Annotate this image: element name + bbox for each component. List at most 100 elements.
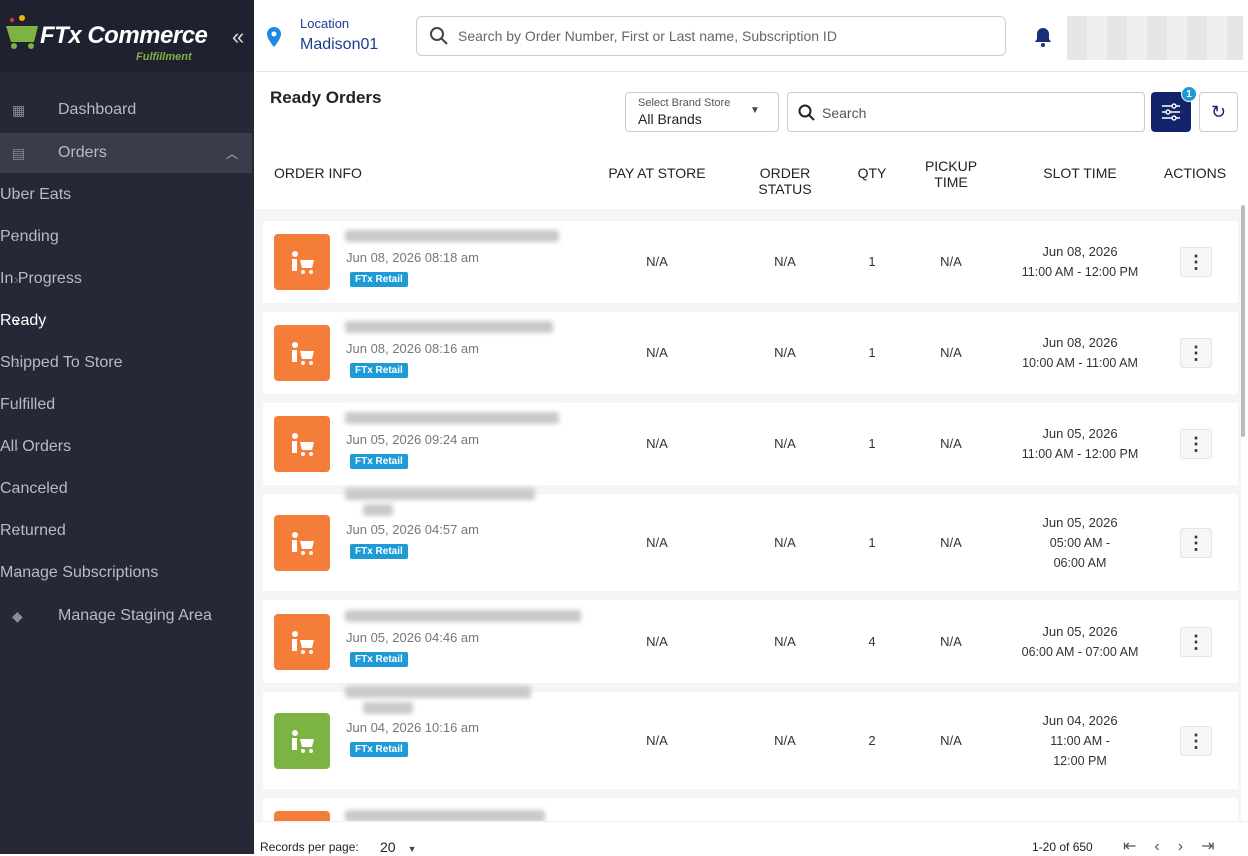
order-search[interactable]: Search <box>787 92 1145 132</box>
sub-nav-label: Uber Eats <box>0 186 72 203</box>
order-name-blurred <box>345 412 559 424</box>
slot-date: Jun 04, 2026 <box>1042 712 1118 728</box>
global-search[interactable]: Search by Order Number, First or Last na… <box>416 16 1006 56</box>
table-row[interactable]: Jun 05, 2026 09:24 am FTx Retail N/A N/A 1 N/… <box>263 403 1238 485</box>
actions-button[interactable]: ⋮ <box>1180 429 1212 459</box>
channel-tag: FTx Retail <box>350 363 408 378</box>
cell-pickup: N/A <box>940 633 962 649</box>
order-date: Jun 04, 2026 10:16 am <box>346 719 479 735</box>
channel-tag: FTx Retail <box>350 741 408 757</box>
logo: FTx Commerce Fulfillment « <box>0 0 254 72</box>
table-row[interactable]: Jun 05, 2026 04:57 am FTx Retail N/A N/A 1 N/… <box>263 487 1238 591</box>
order-name-blurred <box>345 609 581 622</box>
per-page-value: 20 <box>380 839 396 855</box>
nav-item[interactable]: ▤ Orders ︿ <box>0 133 252 173</box>
table-row[interactable]: Jun 04, 2026 10:16 am FTx Retail N/A N/A 2 N/… <box>263 685 1238 789</box>
slot-time: 11:00 AM - 12:00 PM <box>1021 265 1139 279</box>
sub-nav-item[interactable]: › Ready <box>0 301 252 341</box>
scrollbar <box>1241 205 1245 437</box>
filter-icon <box>1162 103 1180 121</box>
order-name-blurred <box>345 321 553 333</box>
slot-time: 05:00 AM - 06:00 AM <box>1049 535 1111 570</box>
order-name-blurred <box>363 503 393 516</box>
cell-qty: 4 <box>868 633 876 649</box>
location-icon <box>267 27 281 47</box>
slot-date: Jun 05, 2026 <box>1042 426 1118 441</box>
actions-button[interactable]: ⋮ <box>1180 527 1212 558</box>
brand-select[interactable]: Select Brand Store All Brands ▼ <box>625 92 779 132</box>
cell-pay: N/A <box>646 534 668 550</box>
location-label: Location <box>300 16 350 31</box>
order-icon <box>274 325 330 381</box>
cell-qty: 1 <box>868 254 876 269</box>
search-icon <box>430 27 448 45</box>
cell-pickup: N/A <box>940 436 962 451</box>
slot-time: 11:00 AM - 12:00 PM <box>1050 733 1110 768</box>
sub-nav-item[interactable]: › Returned <box>0 511 252 551</box>
sub-nav-item[interactable]: › Canceled <box>0 469 252 509</box>
cell-pay: N/A <box>646 436 668 451</box>
sub-nav-item[interactable]: › Uber Eats <box>0 175 252 215</box>
actions-button[interactable]: ⋮ <box>1180 626 1212 657</box>
order-icon <box>274 234 330 290</box>
sub-nav-label: Fulfilled <box>0 396 56 413</box>
cell-status: N/A <box>774 534 796 550</box>
sub-nav-item[interactable]: › Shipped To Store <box>0 343 252 383</box>
notification-bell[interactable] <box>1033 26 1053 48</box>
per-page-select[interactable]: 20 ▼ <box>380 839 417 855</box>
cell-status: N/A <box>774 254 796 269</box>
user-avatar-blurred[interactable] <box>1067 16 1243 60</box>
sub-nav-item[interactable]: › Manage Subscriptions <box>0 553 252 593</box>
order-date: Jun 08, 2026 08:18 am <box>346 250 479 265</box>
channel-tag: FTx Retail <box>350 543 408 559</box>
chevron: › <box>14 439 19 455</box>
dropdown-arrow: ▼ <box>750 105 760 116</box>
order-date: Jun 05, 2026 04:57 am <box>346 521 479 537</box>
page-controls[interactable]: ⇤‹›⇥ <box>1123 838 1233 855</box>
sub-nav-item[interactable]: › Pending <box>0 217 252 257</box>
actions-button[interactable]: ⋮ <box>1180 338 1212 368</box>
chevron: › <box>14 523 19 539</box>
cell-qty: 2 <box>868 732 876 748</box>
filter-button[interactable]: 1 <box>1151 86 1197 132</box>
cell-status: N/A <box>774 732 796 748</box>
order-name-blurred <box>363 701 413 714</box>
sub-nav-label: Returned <box>0 522 66 539</box>
search-placeholder: Search by Order Number, First or Last na… <box>458 28 837 44</box>
per-page-label: Records per page: <box>260 840 359 854</box>
pagination: Records per page: 20 ▼ 1-20 of 650 ⇤‹›⇥ <box>255 821 1248 855</box>
collapse-button[interactable]: « <box>232 24 245 49</box>
order-icon <box>274 416 330 472</box>
filter-badge: 1 <box>1181 86 1197 102</box>
cell-pay: N/A <box>646 732 668 748</box>
table-row-partial <box>263 798 1238 822</box>
nav-item[interactable]: ▦ Dashboard <box>12 101 137 118</box>
table-row[interactable]: Jun 05, 2026 04:46 am FTx Retail N/A N/A 4 N/… <box>263 600 1238 683</box>
sub-nav-label: In Progress <box>0 270 82 287</box>
column-header: SLOT TIME <box>1043 165 1117 181</box>
sub-nav-item[interactable]: › In Progress <box>0 259 252 299</box>
order-icon <box>274 811 330 821</box>
refresh-button[interactable]: ↻ <box>1199 92 1238 132</box>
sub-nav-label: Ready <box>0 312 47 329</box>
sub-nav-item[interactable]: › Fulfilled <box>0 385 252 425</box>
header: Location Madison01 Search by Order Numbe… <box>255 0 1248 72</box>
location-value[interactable]: Madison01 <box>300 36 379 53</box>
nav-item[interactable]: ◆ Manage Staging Area <box>12 607 212 624</box>
sidebar: FTx Commerce Fulfillment « ▦ Dashboard ▤ O… <box>0 0 254 854</box>
slot-date: Jun 08, 2026 <box>1042 335 1118 350</box>
table-header <box>255 145 1241 209</box>
table-row[interactable]: Jun 08, 2026 08:18 am FTx Retail N/A N/A 1 N/… <box>263 221 1238 303</box>
cell-pickup: N/A <box>940 345 962 360</box>
table-row[interactable]: Jun 08, 2026 08:16 am FTx Retail N/A N/A 1 N/… <box>263 312 1238 394</box>
brand-sub: Fulfillment <box>136 51 192 63</box>
actions-button[interactable]: ⋮ <box>1180 725 1212 756</box>
sub-nav-item[interactable]: › All Orders <box>0 427 252 467</box>
search-icon <box>798 104 815 121</box>
actions-button[interactable]: ⋮ <box>1180 247 1212 277</box>
sub-nav-label: All Orders <box>0 438 72 455</box>
nav-label: Orders <box>58 144 107 161</box>
order-icon <box>274 514 330 571</box>
sub-nav-label: Shipped To Store <box>0 354 123 371</box>
nav-label: Manage Staging Area <box>58 607 212 624</box>
